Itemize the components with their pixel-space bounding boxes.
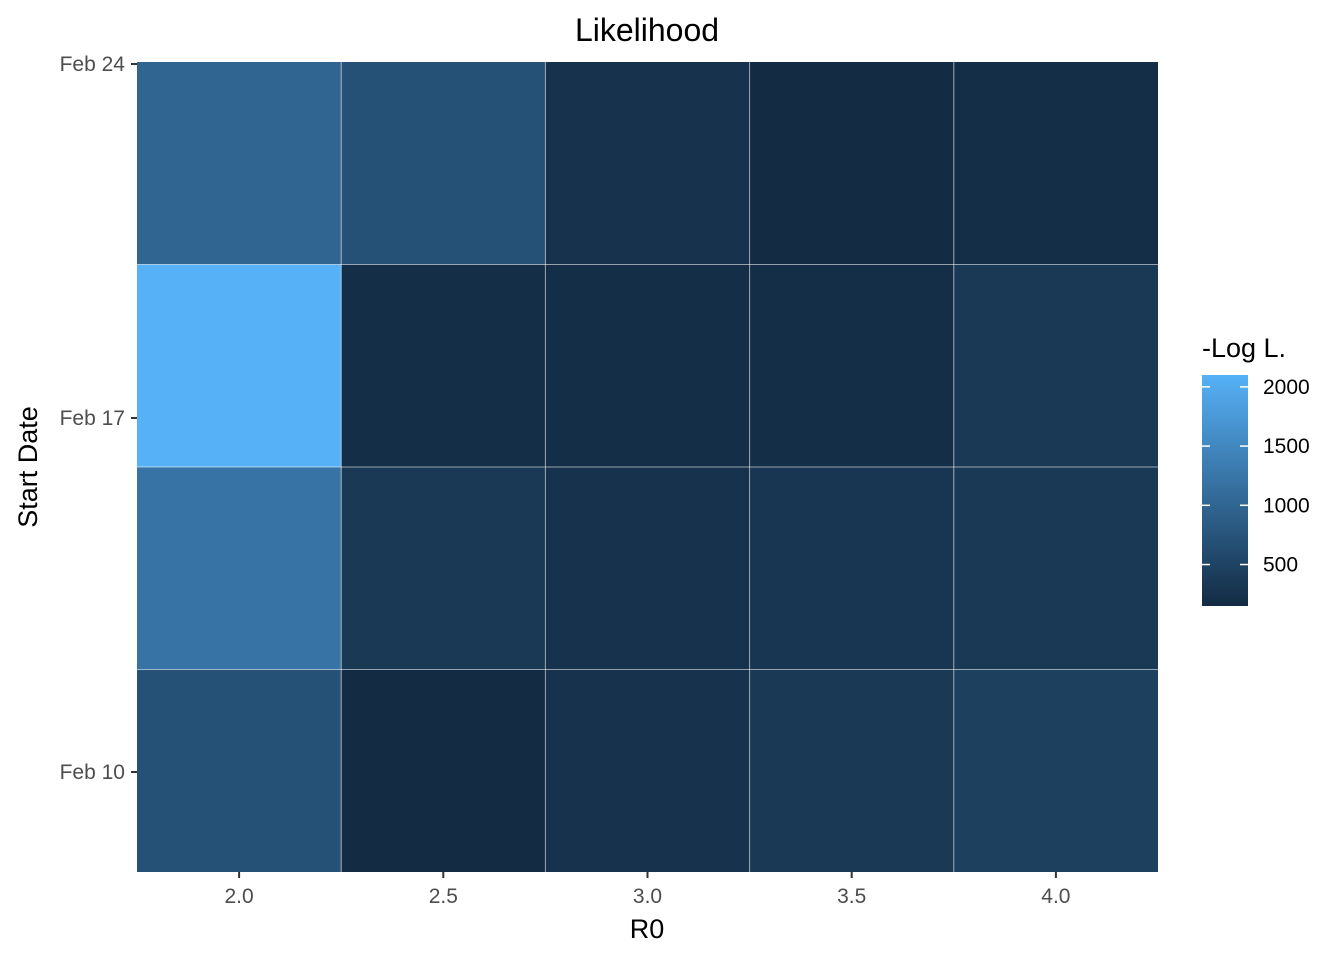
- x-tick-label: 3.0: [633, 885, 662, 908]
- heatmap-cell: [953, 264, 1158, 467]
- y-tick-label: Feb 24: [60, 53, 126, 76]
- y-axis-title: Start Date: [13, 406, 43, 528]
- x-axis-ticks: 2.0 2.5 3.0 3.5 4.0: [224, 872, 1071, 908]
- legend-title: -Log L.: [1202, 333, 1286, 363]
- x-tick-label: 2.0: [224, 885, 253, 908]
- heatmap-cell: [341, 467, 546, 670]
- heatmap-cell: [137, 264, 342, 467]
- legend-colorbar: [1202, 375, 1248, 606]
- legend-tick-label: 1000: [1263, 494, 1310, 517]
- color-legend: -Log L. 500 1000 1500 2000: [1202, 333, 1310, 606]
- heatmap-cell: [749, 62, 954, 265]
- chart-title: Likelihood: [575, 12, 719, 48]
- y-tick-label: Feb 17: [60, 407, 125, 430]
- heatmap-cell: [953, 467, 1158, 670]
- heatmap-cell: [953, 62, 1158, 265]
- heatmap-cell: [545, 264, 750, 467]
- heatmap-cell: [749, 467, 954, 670]
- legend-tick-label: 2000: [1263, 376, 1310, 399]
- heatmap-cells: [137, 62, 1158, 872]
- heatmap-cell: [545, 669, 750, 872]
- heatmap-cell: [545, 62, 750, 265]
- heatmap-cell: [749, 669, 954, 872]
- heatmap-cell: [953, 669, 1158, 872]
- heatmap-cell: [545, 467, 750, 670]
- x-tick-label: 2.5: [429, 885, 458, 908]
- heatmap-cell: [137, 467, 342, 670]
- y-axis-ticks: Feb 10 Feb 17 Feb 24: [60, 53, 137, 784]
- heatmap-cell: [341, 264, 546, 467]
- legend-tick-label: 1500: [1263, 435, 1310, 458]
- x-tick-label: 4.0: [1041, 885, 1070, 908]
- gridlines: [137, 62, 1158, 872]
- x-tick-label: 3.5: [837, 885, 866, 908]
- heatmap-cell: [749, 264, 954, 467]
- legend-ticks: 500 1000 1500 2000: [1202, 376, 1310, 577]
- heatmap-cell: [341, 62, 546, 265]
- heatmap-cell: [137, 669, 342, 872]
- heatmap-cell: [341, 669, 546, 872]
- legend-tick-label: 500: [1263, 554, 1298, 577]
- y-tick-label: Feb 10: [60, 761, 125, 784]
- heatmap-cell: [137, 62, 342, 265]
- x-axis-title: R0: [630, 914, 665, 944]
